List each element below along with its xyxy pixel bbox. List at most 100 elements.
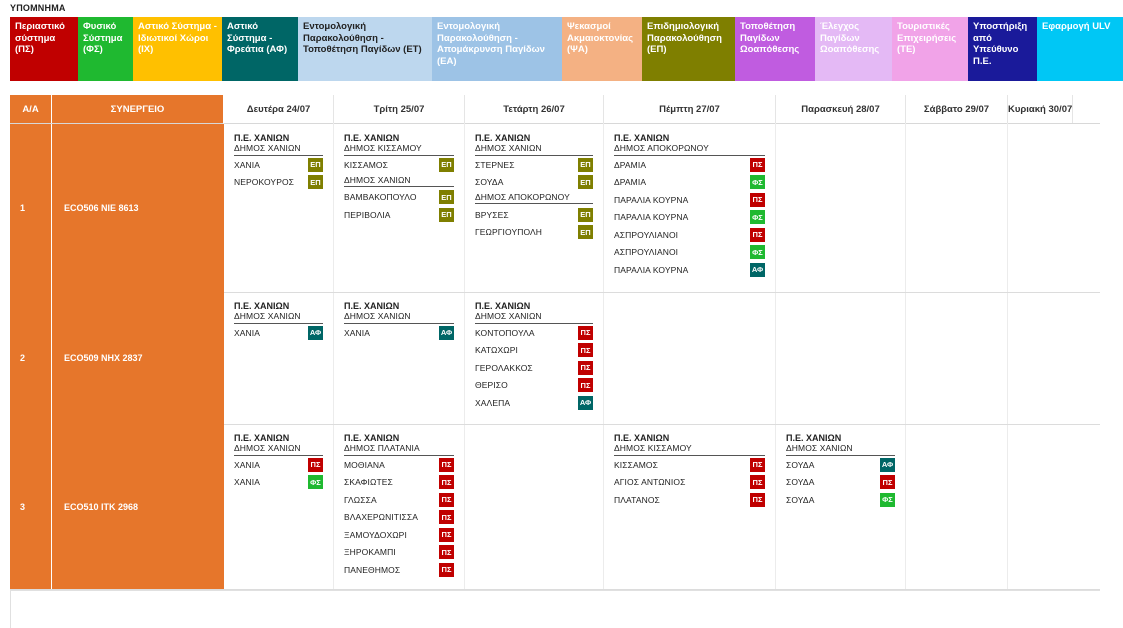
location-entry: ΓΕΩΡΓΙΟΥΠΟΛΗ ΕΠ: [475, 224, 593, 242]
location-entry: ΝΕΡΟΚΟΥΡΟΣ ΕΠ: [234, 174, 323, 192]
activity-badge: ΑΦ: [578, 395, 593, 410]
location-entry: ΘΕΡΙΣΟ ΠΣ: [475, 377, 593, 395]
location-entry: ΧΑΝΙΑ ΑΦ: [344, 324, 454, 342]
location-entry: ΔΡΑΜΙΑ ΦΣ: [614, 174, 765, 192]
column-divider: [333, 123, 334, 589]
location-name: ΓΕΩΡΓΙΟΥΠΟΛΗ: [475, 227, 543, 238]
legend-item: Αστικό Σύστημα - Φρεάτια (ΑΦ): [222, 17, 298, 81]
activity-badge: ΕΠ: [578, 175, 593, 190]
row-divider: [10, 589, 1100, 590]
schedule-cell: Π.Ε. ΧΑΝΙΩΝ ΔΗΜΟΣ ΑΠΟΚΟΡΩΝΟΥ ΔΡΑΜΙΑ ΠΣ ΔΡΑΜΙ…: [614, 124, 765, 279]
activity-badge: ΠΣ: [578, 360, 593, 375]
location-entry: ΑΣΠΡΟΥΛΙΑΝΟΙ ΦΣ: [614, 244, 765, 262]
schedule-cell: Π.Ε. ΧΑΝΙΩΝ ΔΗΜΟΣ ΧΑΝΙΩΝ ΣΤΕΡΝΕΣ ΕΠ ΣΟΥΔΑ ΕΠ Δ…: [475, 124, 593, 241]
schedule-cell: Π.Ε. ΧΑΝΙΩΝ ΔΗΜΟΣ ΧΑΝΙΩΝ ΧΑΝΙΑ ΕΠ ΝΕΡΟΚΟΥΡΟΣ…: [234, 124, 323, 191]
legend-item: Έλεγχος Παγίδων Ωοαπόθεσης: [815, 17, 892, 81]
legend-item: Επιδημιολογική Παρακολούθηση (ΕΠ): [642, 17, 735, 81]
activity-badge: ΠΣ: [750, 475, 765, 490]
activity-badge: ΕΠ: [439, 157, 454, 172]
footer-divider-vertical: [10, 590, 11, 628]
location-name: ΒΛΑΧΕΡΩΝΙΤΙΣΣΑ: [344, 512, 419, 523]
legend-item: Ψεκασμοί Ακμαιοκτονίας (ΨΑ): [562, 17, 642, 81]
column-header-day: Κυριακή 30/07: [1008, 95, 1074, 123]
activity-badge: ΠΣ: [578, 378, 593, 393]
location-entry: ΚΟΝΤΟΠΟΥΛΑ ΠΣ: [475, 324, 593, 342]
location-name: ΚΙΣΣΑΜΟΣ: [344, 159, 388, 170]
location-name: ΧΑΝΙΑ: [234, 327, 261, 338]
activity-badge: ΑΦ: [750, 262, 765, 277]
location-entry: ΞΑΜΟΥΔΟΧΩΡΙ ΠΣ: [344, 526, 454, 544]
column-header-day: Πέμπτη 27/07: [604, 95, 776, 123]
location-entry: ΒΑΜΒΑΚΟΠΟΥΛΟ ΕΠ: [344, 189, 454, 207]
municipality: ΔΗΜΟΣ ΧΑΝΙΩΝ: [344, 311, 454, 324]
legend-item: Εντομολογική Παρακολούθηση - Τοποθέτηση …: [298, 17, 432, 81]
municipality: ΔΗΜΟΣ ΑΠΟΚΟΡΩΝΟΥ: [614, 143, 765, 156]
schedule-cell: Π.Ε. ΧΑΝΙΩΝ ΔΗΜΟΣ ΧΑΝΙΩΝ ΧΑΝΙΑ ΠΣ ΧΑΝΙΑ ΦΣ: [234, 424, 323, 491]
location-entry: ΒΛΑΧΕΡΩΝΙΤΙΣΣΑ ΠΣ: [344, 509, 454, 527]
location-name: ΚΑΤΩΧΩΡΙ: [475, 345, 518, 356]
location-name: ΧΑΝΙΑ: [234, 159, 261, 170]
municipality: ΔΗΜΟΣ ΧΑΝΙΩΝ: [234, 311, 323, 324]
location-name: ΑΓΙΟΣ ΑΝΤΩΝΙΟΣ: [614, 477, 686, 488]
location-name: ΧΑΝΙΑ: [344, 327, 371, 338]
location-entry: ΠΛΑΤΑΝΟΣ ΠΣ: [614, 491, 765, 509]
activity-badge: ΕΠ: [578, 207, 593, 222]
column-divider: [775, 123, 776, 589]
activity-badge: ΠΣ: [439, 527, 454, 542]
municipality: ΔΗΜΟΣ ΧΑΝΙΩΝ: [786, 443, 895, 456]
location-name: ΚΟΝΤΟΠΟΥΛΑ: [475, 327, 535, 338]
activity-badge: ΠΣ: [308, 457, 323, 472]
row-divider: [10, 292, 1100, 293]
municipality: ΔΗΜΟΣ ΚΙΣΣΑΜΟΥ: [614, 443, 765, 456]
activity-badge: ΠΣ: [439, 475, 454, 490]
legend: Περιαστικό σύστημα (ΠΣ) Φυσικό Σύστημα (Φ…: [10, 17, 1123, 81]
location-name: ΞΑΜΟΥΔΟΧΩΡΙ: [344, 529, 407, 540]
activity-badge: ΠΣ: [750, 492, 765, 507]
location-name: ΠΑΝΕΘΗΜΟΣ: [344, 564, 401, 575]
location-entry: ΒΡΥΣΕΣ ΕΠ: [475, 206, 593, 224]
column-divider: [464, 123, 465, 589]
schedule-cell: Π.Ε. ΧΑΝΙΩΝ ΔΗΜΟΣ ΧΑΝΙΩΝ ΣΟΥΔΑ ΑΦ ΣΟΥΔΑ ΠΣ ΣΟΥ…: [786, 424, 895, 509]
header-divider: [10, 123, 1100, 124]
column-divider: [905, 123, 906, 589]
regional-unit: Π.Ε. ΧΑΝΙΩΝ: [234, 433, 290, 443]
column-header-day: Τρίτη 25/07: [334, 95, 465, 123]
location-entry: ΣΟΥΔΑ ΦΣ: [786, 491, 895, 509]
location-entry: ΧΑΝΙΑ ΠΣ: [234, 456, 323, 474]
location-entry: ΠΕΡΙΒΟΛΙΑ ΕΠ: [344, 206, 454, 224]
regional-unit: Π.Ε. ΧΑΝΙΩΝ: [475, 133, 531, 143]
location-entry: ΣΤΕΡΝΕΣ ΕΠ: [475, 156, 593, 174]
location-entry: ΑΓΙΟΣ ΑΝΤΩΝΙΟΣ ΠΣ: [614, 474, 765, 492]
location-entry: ΠΑΝΕΘΗΜΟΣ ΠΣ: [344, 561, 454, 579]
schedule-cell: Π.Ε. ΧΑΝΙΩΝ ΔΗΜΟΣ ΧΑΝΙΩΝ ΚΟΝΤΟΠΟΥΛΑ ΠΣ ΚΑΤΩΧ…: [475, 292, 593, 412]
location-name: ΞΗΡΟΚΑΜΠΙ: [344, 547, 396, 558]
location-entry: ΣΟΥΔΑ ΑΦ: [786, 456, 895, 474]
activity-badge: ΦΣ: [308, 475, 323, 490]
regional-unit: Π.Ε. ΧΑΝΙΩΝ: [475, 301, 531, 311]
location-entry: ΔΡΑΜΙΑ ΠΣ: [614, 156, 765, 174]
location-name: ΒΑΜΒΑΚΟΠΟΥΛΟ: [344, 192, 417, 203]
location-entry: ΞΗΡΟΚΑΜΠΙ ΠΣ: [344, 544, 454, 562]
location-name: ΑΣΠΡΟΥΛΙΑΝΟΙ: [614, 247, 679, 258]
location-name: ΝΕΡΟΚΟΥΡΟΣ: [234, 177, 295, 188]
column-header-day: Παρασκευή 28/07: [776, 95, 906, 123]
column-header-day: Σάββατο 29/07: [906, 95, 1008, 123]
location-entry: ΣΟΥΔΑ ΕΠ: [475, 174, 593, 192]
location-entry: ΣΚΑΦΙΩΤΕΣ ΠΣ: [344, 474, 454, 492]
location-entry: ΠΑΡΑΛΙΑ ΚΟΥΡΝΑ ΠΣ: [614, 191, 765, 209]
activity-badge: ΦΣ: [750, 175, 765, 190]
regional-unit: Π.Ε. ΧΑΝΙΩΝ: [344, 301, 400, 311]
row-divider: [10, 424, 1100, 425]
location-name: ΣΟΥΔΑ: [786, 459, 815, 470]
activity-badge: ΠΣ: [750, 157, 765, 172]
regional-unit: Π.Ε. ΧΑΝΙΩΝ: [614, 433, 670, 443]
activity-badge: ΠΣ: [750, 192, 765, 207]
schedule-cell: Π.Ε. ΧΑΝΙΩΝ ΔΗΜΟΣ ΚΙΣΣΑΜΟΥ ΚΙΣΣΑΜΟΣ ΠΣ ΑΓΙΟΣ…: [614, 424, 765, 509]
column-divider: [603, 123, 604, 589]
location-name: ΠΛΑΤΑΝΟΣ: [614, 494, 660, 505]
location-entry: ΧΑΝΙΑ ΦΣ: [234, 474, 323, 492]
activity-badge: ΠΣ: [439, 492, 454, 507]
regional-unit: Π.Ε. ΧΑΝΙΩΝ: [344, 133, 400, 143]
location-entry: ΓΛΩΣΣΑ ΠΣ: [344, 491, 454, 509]
location-name: ΚΙΣΣΑΜΟΣ: [614, 459, 658, 470]
